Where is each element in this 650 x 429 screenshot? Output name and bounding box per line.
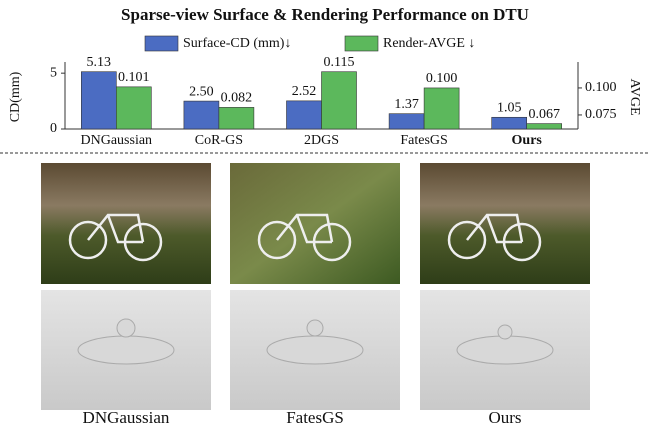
y2-axis-label: AVGE [627, 78, 642, 115]
bar [492, 117, 527, 129]
bar [527, 124, 562, 129]
bar [287, 101, 322, 129]
value-label: 1.37 [394, 97, 419, 112]
value-label: 0.101 [118, 70, 150, 85]
value-label: 0.100 [426, 71, 458, 86]
x-tick-label: CoR-GS [195, 133, 243, 148]
value-label: 0.115 [324, 55, 355, 70]
mesh-images [41, 290, 590, 410]
chart-title: Sparse-view Surface & Rendering Performa… [121, 5, 529, 24]
value-label: 0.067 [528, 107, 560, 122]
y-tick-label: 0 [50, 121, 57, 136]
x-tick-label: Ours [512, 133, 543, 148]
bar [424, 88, 459, 129]
y-tick-label: 5 [50, 65, 57, 80]
legend-swatch [145, 36, 178, 51]
legend-label: Render-AVGE ↓ [383, 36, 475, 51]
image-grid [0, 160, 650, 429]
x-tick-label: FatesGS [400, 133, 447, 148]
gallery-label: FatesGS [230, 408, 400, 428]
legend-swatch [345, 36, 378, 51]
y2-tick-label: 0.075 [585, 107, 617, 122]
value-label: 2.52 [292, 84, 317, 99]
x-tick-label: 2DGS [304, 133, 339, 148]
gallery-label: Ours [420, 408, 590, 428]
legend-label: Surface-CD (mm)↓ [183, 36, 291, 51]
bar [389, 114, 424, 129]
x-tick-label: DNGaussian [81, 133, 153, 148]
figure: Sparse-view Surface & Rendering Performa… [0, 0, 650, 429]
y-axis-label: CD(mm) [8, 71, 23, 122]
bar [184, 101, 219, 129]
value-label: 0.082 [221, 91, 253, 106]
value-label: 1.05 [497, 100, 522, 115]
bar [116, 87, 151, 129]
y2-tick-label: 0.100 [585, 80, 617, 95]
chart: Sparse-view Surface & Rendering Performa… [0, 0, 650, 160]
value-label: 2.50 [189, 84, 214, 99]
bar [219, 107, 254, 129]
gallery-label: DNGaussian [41, 408, 211, 428]
bar [81, 72, 116, 129]
value-label: 5.13 [87, 55, 112, 70]
bike-images [41, 163, 590, 284]
bar [322, 72, 357, 129]
